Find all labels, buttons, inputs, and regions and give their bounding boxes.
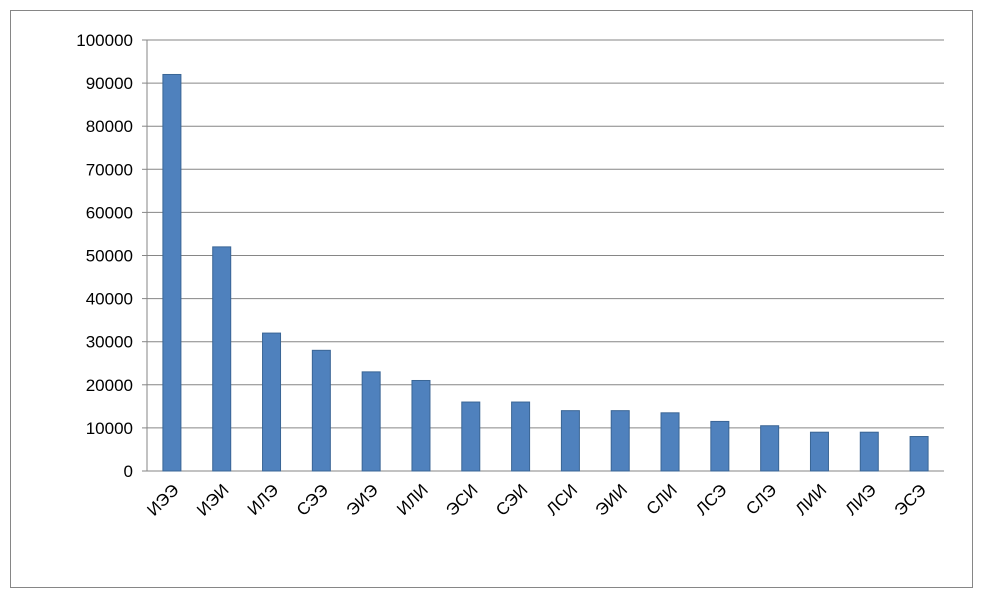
- bar: [361, 371, 381, 472]
- bar: [610, 410, 630, 472]
- y-tick-label: 100000: [76, 31, 133, 50]
- bar: [560, 410, 580, 472]
- bar: [760, 425, 780, 472]
- y-tick-label: 60000: [86, 203, 133, 222]
- bar: [162, 73, 182, 472]
- y-tick-label: 30000: [86, 333, 133, 352]
- y-tick-label: 70000: [86, 160, 133, 179]
- bar: [909, 436, 929, 472]
- y-tick-label: 20000: [86, 376, 133, 395]
- bar: [809, 431, 829, 472]
- y-tick-label: 50000: [86, 247, 133, 266]
- bar: [262, 332, 282, 472]
- y-tick-label: 10000: [86, 419, 133, 438]
- bar: [212, 246, 232, 472]
- bar: [511, 401, 531, 472]
- bar: [660, 412, 680, 472]
- bar: [710, 420, 730, 472]
- bar: [859, 431, 879, 472]
- y-tick-label: 80000: [86, 117, 133, 136]
- y-tick-label: 90000: [86, 74, 133, 93]
- bar: [461, 401, 481, 472]
- bar: [411, 379, 431, 472]
- bar: [311, 349, 331, 472]
- y-tick-label: 40000: [86, 290, 133, 309]
- y-tick-label: 0: [124, 462, 133, 481]
